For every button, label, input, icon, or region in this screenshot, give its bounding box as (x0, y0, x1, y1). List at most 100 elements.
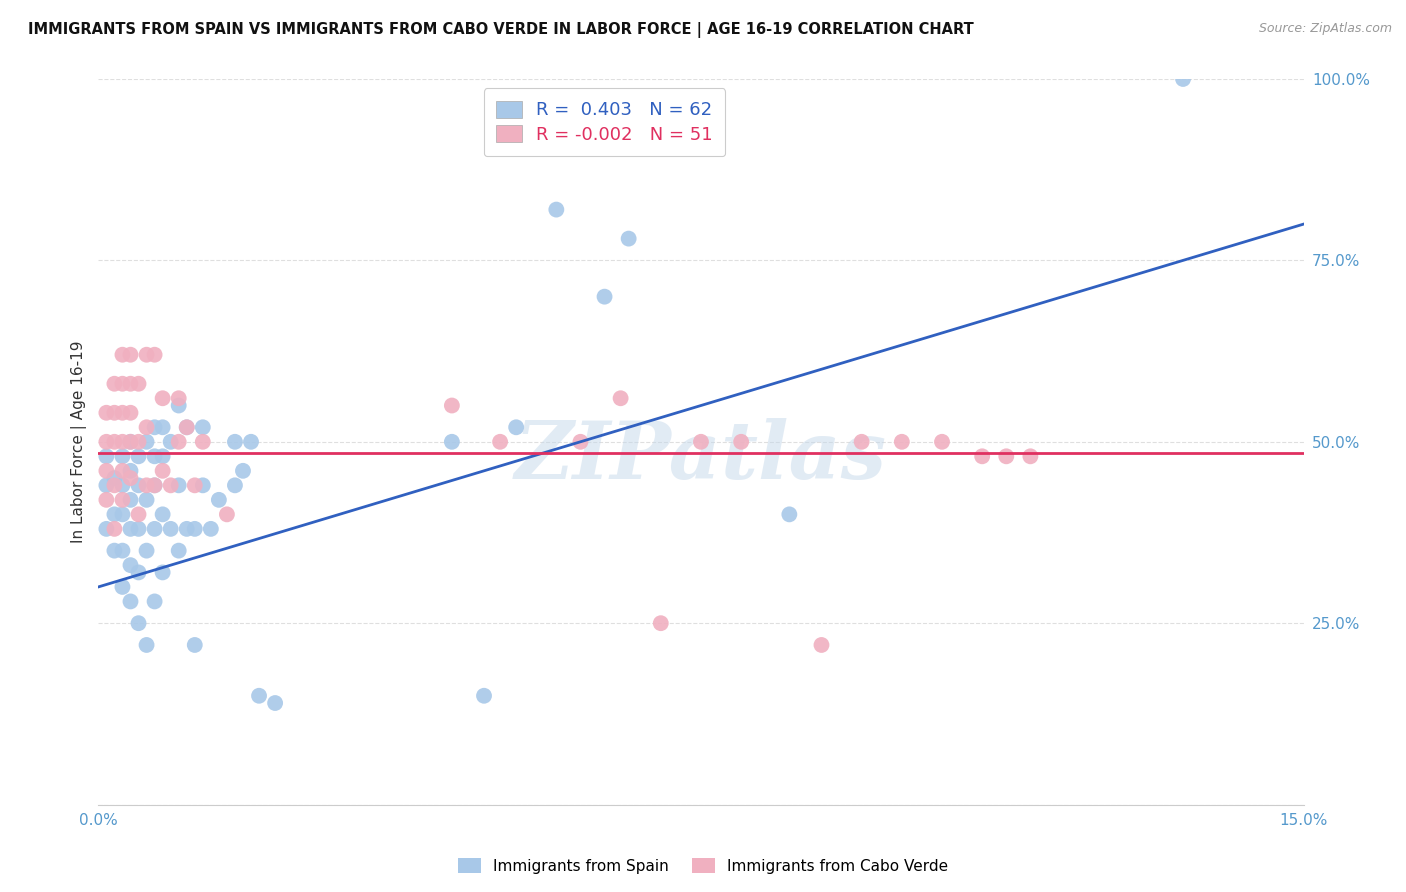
Point (1019, 450, 1042, 464)
Point (143, 478, 166, 492)
Point (111, 406, 134, 420)
Point (143, 420, 166, 434)
Point (159, 522, 181, 536)
Point (120, 348, 142, 362)
Point (96, 464, 118, 478)
Point (103, 543, 125, 558)
Point (96, 522, 118, 536)
Point (690, 434, 713, 449)
Point (120, 376, 142, 391)
Point (184, 522, 207, 536)
Point (128, 616, 150, 631)
Point (96, 406, 118, 420)
Point (111, 508, 134, 522)
Point (103, 406, 125, 420)
Point (103, 434, 125, 449)
Point (120, 558, 142, 573)
Point (191, 434, 214, 449)
Point (143, 478, 166, 492)
Point (152, 450, 174, 464)
Point (120, 434, 142, 449)
Point (152, 464, 174, 478)
Point (120, 464, 142, 478)
Point (143, 522, 166, 536)
Point (440, 434, 463, 449)
Point (103, 508, 125, 522)
Point (135, 348, 157, 362)
Point (247, 689, 270, 703)
Point (135, 420, 157, 434)
Point (184, 478, 207, 492)
Point (128, 434, 150, 449)
Legend: Immigrants from Spain, Immigrants from Cabo Verde: Immigrants from Spain, Immigrants from C… (451, 852, 955, 880)
Point (972, 450, 994, 464)
Point (120, 471, 142, 485)
Point (152, 420, 174, 434)
Point (184, 638, 207, 652)
Point (128, 376, 150, 391)
Point (200, 522, 222, 536)
Point (143, 348, 166, 362)
Point (111, 348, 134, 362)
Point (128, 450, 150, 464)
Point (111, 478, 134, 492)
Point (111, 464, 134, 478)
Point (143, 594, 166, 608)
Point (96, 450, 118, 464)
Point (120, 492, 142, 507)
Point (489, 434, 512, 449)
Point (650, 616, 672, 631)
Point (1171, 72, 1194, 87)
Point (176, 420, 198, 434)
Point (111, 492, 134, 507)
Point (215, 508, 238, 522)
Text: ZIPatlas: ZIPatlas (515, 417, 887, 495)
Point (778, 508, 800, 522)
Point (167, 391, 190, 405)
Point (159, 434, 181, 449)
Point (120, 406, 142, 420)
Point (593, 290, 616, 304)
Legend: R =  0.403   N = 62, R = -0.002   N = 51: R = 0.403 N = 62, R = -0.002 N = 51 (484, 88, 725, 156)
Text: IMMIGRANTS FROM SPAIN VS IMMIGRANTS FROM CABO VERDE IN LABOR FORCE | AGE 16-19 C: IMMIGRANTS FROM SPAIN VS IMMIGRANTS FROM… (28, 22, 974, 38)
Point (617, 232, 640, 246)
Point (111, 450, 134, 464)
Point (128, 566, 150, 580)
Point (152, 508, 174, 522)
Point (931, 434, 953, 449)
Point (96, 434, 118, 449)
Point (111, 434, 134, 449)
Point (135, 492, 157, 507)
Point (111, 543, 134, 558)
Text: Source: ZipAtlas.com: Source: ZipAtlas.com (1258, 22, 1392, 36)
Point (440, 399, 463, 413)
Point (810, 638, 832, 652)
Point (167, 399, 190, 413)
Point (103, 471, 125, 485)
Point (240, 434, 263, 449)
Point (143, 450, 166, 464)
Point (995, 450, 1018, 464)
Point (569, 434, 592, 449)
Point (103, 522, 125, 536)
Point (167, 434, 190, 449)
Y-axis label: In Labor Force | Age 16-19: In Labor Force | Age 16-19 (72, 341, 87, 543)
Point (159, 478, 181, 492)
Point (191, 478, 214, 492)
Point (120, 522, 142, 536)
Point (851, 434, 873, 449)
Point (224, 434, 246, 449)
Point (224, 478, 246, 492)
Point (103, 478, 125, 492)
Point (128, 478, 150, 492)
Point (472, 689, 495, 703)
Point (167, 478, 190, 492)
Point (96, 492, 118, 507)
Point (128, 508, 150, 522)
Point (135, 478, 157, 492)
Point (546, 202, 568, 217)
Point (96, 478, 118, 492)
Point (111, 376, 134, 391)
Point (135, 638, 157, 652)
Point (730, 434, 752, 449)
